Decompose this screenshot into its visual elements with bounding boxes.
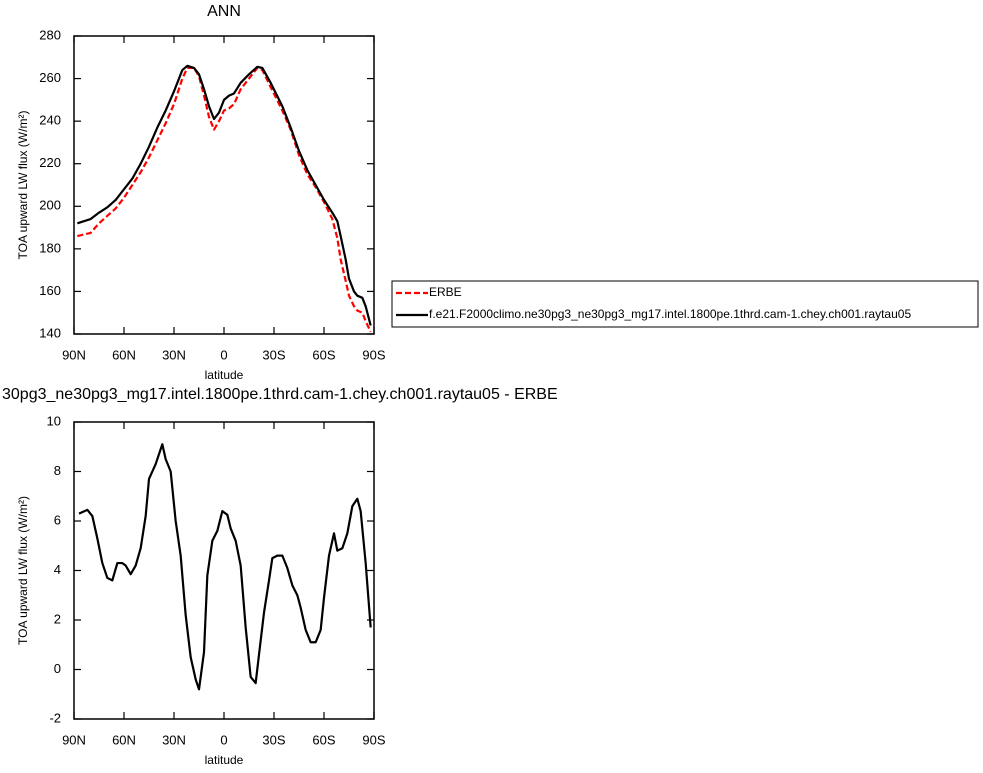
data-line [76, 64, 372, 326]
y-tick-label: 200 [39, 198, 61, 213]
y-tick-label: 2 [54, 611, 61, 626]
x-tick-label: 60N [112, 732, 136, 747]
x-axis-label: latitude [205, 368, 244, 382]
x-axis-label: latitude [205, 753, 244, 767]
y-tick-label: 8 [54, 463, 61, 478]
legend: ERBE f.e21.F2000climo.ne30pg3_ne30pg3_mg1… [391, 280, 979, 328]
y-tick-label: 260 [39, 70, 61, 85]
plot-frame [73, 35, 375, 335]
y-tick-label: 240 [39, 113, 61, 128]
x-tick-label: 30N [162, 732, 186, 747]
y-tick-label: 140 [39, 325, 61, 340]
y-tick-label: 0 [54, 661, 61, 676]
x-tick-label: 60N [112, 347, 136, 362]
x-tick-label: 90S [362, 732, 385, 747]
data-line [78, 443, 372, 691]
chart-title: 30pg3_ne30pg3_mg17.intel.1800pe.1thrd.ca… [2, 386, 558, 403]
y-tick-label: 4 [54, 562, 61, 577]
y-tick-label: 10 [47, 413, 61, 428]
data-line [77, 66, 372, 333]
chart-title: ANN [207, 3, 241, 20]
x-tick-label: 60S [312, 732, 335, 747]
legend-box [391, 280, 979, 328]
x-tick-label: 30N [162, 347, 186, 362]
x-tick-label: 90S [362, 347, 385, 362]
y-tick-label: 6 [54, 512, 61, 527]
legend-label: f.e21.F2000climo.ne30pg3_ne30pg3_mg17.in… [429, 307, 911, 321]
y-axis-label: TOA upward LW flux (W/m²) [16, 111, 30, 260]
y-tick-label: 220 [39, 155, 61, 170]
y-axis-label: TOA upward LW flux (W/m²) [16, 496, 30, 645]
plot-frame [73, 421, 375, 720]
x-tick-label: 30S [262, 347, 285, 362]
y-tick-label: 280 [39, 27, 61, 42]
x-tick-label: 90N [62, 732, 86, 747]
y-tick-label: 160 [39, 283, 61, 298]
y-tick-label: 180 [39, 240, 61, 255]
x-tick-label: 0 [220, 347, 227, 362]
x-tick-label: 30S [262, 732, 285, 747]
y-tick-label: -2 [49, 710, 61, 725]
x-tick-label: 0 [220, 732, 227, 747]
legend-label: ERBE [429, 285, 462, 299]
x-tick-label: 90N [62, 347, 86, 362]
x-tick-label: 60S [312, 347, 335, 362]
